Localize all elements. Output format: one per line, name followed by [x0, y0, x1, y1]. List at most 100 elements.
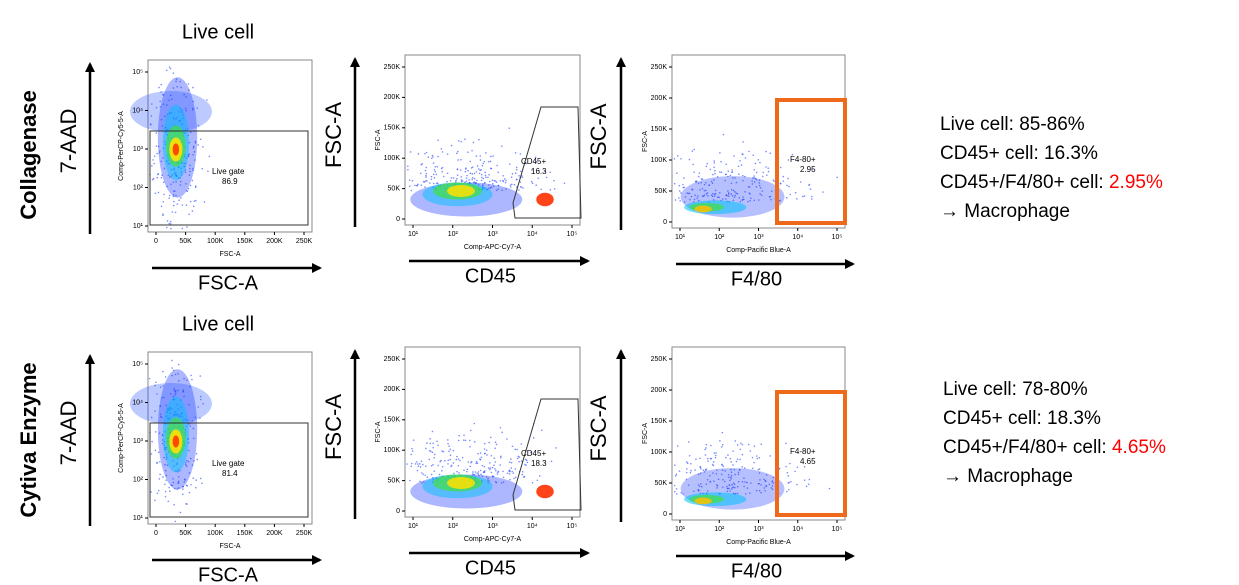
- event-dot: [180, 180, 182, 183]
- event-dot: [510, 461, 513, 464]
- event-dot: [703, 183, 706, 186]
- event-dot: [471, 178, 473, 181]
- event-dot: [828, 487, 831, 490]
- event-dot: [758, 489, 761, 492]
- row-label: Cytiva Enzyme: [16, 362, 41, 517]
- event-dot: [171, 359, 173, 362]
- event-dot: [432, 173, 435, 176]
- event-dot: [425, 447, 427, 450]
- event-dot: [464, 170, 467, 173]
- event-dot: [799, 181, 802, 183]
- event-dot: [768, 483, 771, 486]
- y-label: FSC-A: [586, 395, 611, 461]
- x-tick-label: 150K: [237, 530, 254, 537]
- event-dot: [168, 176, 171, 178]
- event-dot: [755, 178, 758, 181]
- event-dot: [763, 487, 766, 489]
- density-cloud: [694, 497, 712, 505]
- event-dot: [170, 227, 172, 230]
- event-dot: [434, 453, 436, 456]
- event-dot: [462, 439, 465, 441]
- event-dot: [727, 190, 729, 192]
- event-dot: [504, 181, 507, 184]
- event-dot: [729, 476, 732, 479]
- event-dot: [195, 486, 197, 489]
- event-dot: [678, 190, 681, 192]
- event-dot: [190, 483, 192, 486]
- event-dot: [432, 162, 435, 164]
- event-dot: [163, 193, 165, 196]
- event-dot: [674, 475, 677, 477]
- event-dot: [188, 403, 190, 406]
- event-dot: [488, 173, 490, 176]
- event-dot: [495, 469, 497, 472]
- event-dot: [156, 393, 158, 395]
- event-dot: [732, 450, 734, 452]
- event-dot: [759, 186, 762, 189]
- event-dot: [737, 473, 740, 476]
- summary-conclusion: → Macrophage: [943, 466, 1073, 487]
- event-dot: [803, 466, 806, 468]
- event-dot: [751, 183, 754, 185]
- event-dot: [735, 192, 738, 194]
- event-dot: [765, 474, 768, 476]
- event-dot: [171, 374, 173, 377]
- event-dot: [699, 189, 701, 191]
- event-dot: [697, 484, 700, 486]
- event-dot: [475, 155, 478, 157]
- event-dot: [685, 461, 688, 463]
- event-dot: [488, 441, 490, 444]
- event-dot: [177, 480, 180, 483]
- event-dot: [408, 185, 411, 188]
- event-dot: [165, 69, 168, 72]
- event-dot: [475, 462, 477, 465]
- event-dot: [155, 106, 158, 109]
- event-dot: [705, 193, 708, 195]
- event-dot: [444, 460, 446, 462]
- event-dot: [675, 473, 678, 476]
- event-dot: [720, 473, 723, 476]
- event-dot: [158, 152, 161, 154]
- event-dot: [713, 166, 715, 169]
- event-dot: [524, 463, 526, 466]
- event-dot: [480, 179, 483, 182]
- event-dot: [691, 188, 694, 191]
- event-dot: [161, 174, 163, 176]
- event-dot: [497, 184, 500, 187]
- event-dot: [469, 465, 472, 468]
- event-dot: [736, 192, 739, 195]
- event-dot: [770, 198, 772, 201]
- event-dot: [790, 480, 792, 483]
- event-dot: [431, 430, 434, 433]
- event-dot: [480, 473, 482, 476]
- event-dot: [747, 200, 749, 203]
- event-dot: [508, 470, 510, 472]
- event-dot: [700, 468, 702, 470]
- event-dot: [683, 177, 685, 179]
- event-dot: [673, 158, 676, 160]
- event-dot: [419, 172, 422, 175]
- x-tick-label: 200K: [266, 238, 283, 245]
- x-tick-label: 10⁵: [832, 234, 843, 241]
- event-dot: [487, 160, 490, 163]
- event-dot: [463, 434, 465, 436]
- event-dot: [162, 370, 164, 373]
- event-dot: [166, 464, 169, 466]
- event-dot: [734, 440, 737, 442]
- y-tick-label: 10³: [133, 146, 144, 153]
- event-dot: [447, 442, 449, 445]
- gate-value: 86.9: [222, 177, 238, 186]
- event-dot: [417, 465, 420, 468]
- event-dot: [730, 488, 733, 490]
- event-dot: [180, 197, 182, 199]
- event-dot: [442, 175, 445, 178]
- event-dot: [730, 461, 733, 463]
- event-dot: [739, 448, 742, 451]
- event-dot: [172, 181, 175, 184]
- event-dot: [482, 177, 485, 180]
- event-dot: [434, 165, 437, 168]
- event-dot: [749, 193, 751, 195]
- event-dot: [164, 490, 167, 493]
- event-dot: [417, 183, 419, 186]
- event-dot: [716, 487, 718, 489]
